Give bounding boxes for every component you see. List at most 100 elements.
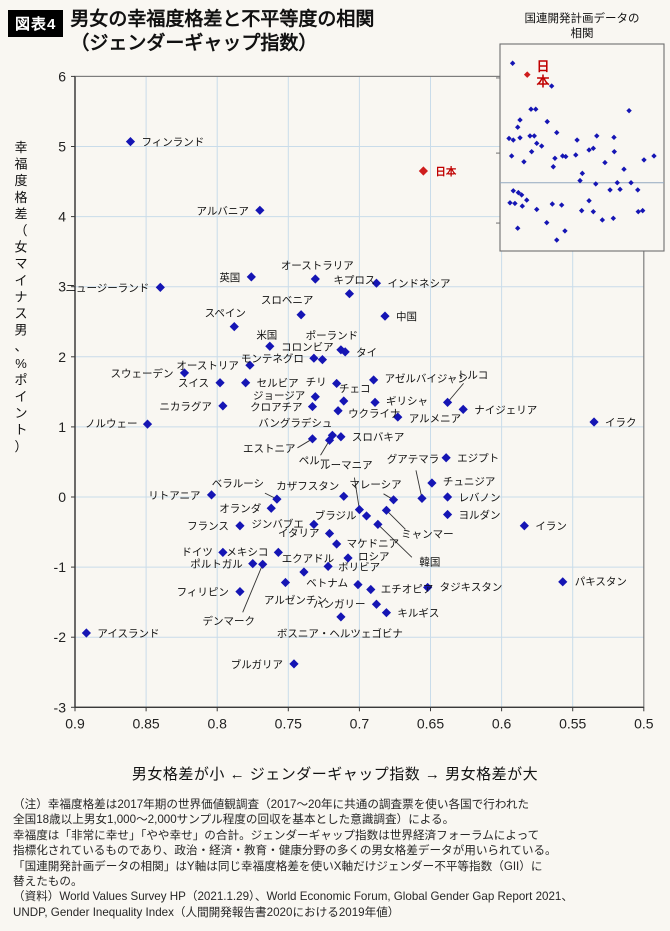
inset-data-point <box>602 159 608 166</box>
label-leader-line <box>377 524 413 558</box>
point-label: 英国 <box>219 271 240 284</box>
inset-data-point <box>528 106 534 112</box>
data-point <box>218 547 228 557</box>
x-axis-caption: 男女格差が小 ← ジェンダーギャップ指数 → 男女格差が大 <box>131 766 539 783</box>
inset-data-point <box>534 140 540 147</box>
point-label: 韓国 <box>419 556 440 568</box>
data-point <box>235 521 245 531</box>
data-point <box>307 401 318 412</box>
inset-data-point <box>590 208 597 215</box>
data-point <box>155 282 165 293</box>
plot-frame: 0.9 0.85 0.8 0.75 0.7 0.65 0.6 0.55 0.5 6 5 4 3 2 1 0 -1… <box>54 68 654 731</box>
y-tick-label: -3 <box>54 699 67 715</box>
point-label: セルビア <box>257 378 299 390</box>
japan-data-point <box>418 166 428 176</box>
inset-data-point <box>593 181 599 187</box>
inset-data-point <box>554 129 560 136</box>
data-point <box>353 580 363 590</box>
data-point <box>296 310 306 320</box>
y-axis-title-char: 格 <box>14 190 27 205</box>
point-label: フィリピン <box>177 587 229 599</box>
inset-data-point <box>586 197 592 204</box>
y-tick-label: 1 <box>58 419 66 435</box>
data-point <box>309 353 319 363</box>
inset-data-point <box>574 137 580 143</box>
figure-badge: 図表4 <box>8 10 64 37</box>
x-tick-label: 0.65 <box>417 715 444 731</box>
data-point <box>289 659 299 669</box>
inset-data-point <box>635 208 641 215</box>
inset-data-point <box>534 206 540 213</box>
data-point <box>272 494 282 504</box>
point-label: ヨルダン <box>459 509 501 522</box>
data-point <box>206 490 217 500</box>
data-point <box>442 397 453 407</box>
data-point <box>343 553 353 563</box>
point-label: ウクライナ <box>348 408 400 420</box>
point-label: ペルー <box>299 455 331 467</box>
x-tick-label: 0.7 <box>350 715 370 731</box>
data-point <box>307 434 318 444</box>
data-point <box>255 205 265 215</box>
inset-data-point <box>563 153 569 160</box>
data-point <box>299 567 309 577</box>
point-label: ルーマニア <box>320 460 373 472</box>
data-point <box>324 435 335 445</box>
data-point <box>245 360 255 370</box>
data-point <box>589 417 599 427</box>
inset-border <box>499 43 665 252</box>
data-point <box>373 519 383 529</box>
figure-header: 図表4 男女の幸福度格差と不平等度の相関 （ジェンダーギャップ指数） <box>8 8 374 56</box>
y-axis-title-char: イ <box>14 273 27 288</box>
point-label: ナイジェリア <box>474 404 537 416</box>
x-tick-label: 0.6 <box>492 715 512 731</box>
point-label: ノルウェー <box>85 418 138 430</box>
point-label: ニカラグア <box>159 400 212 413</box>
inset-data-point <box>578 207 585 214</box>
data-point <box>441 453 451 463</box>
figure-title-line1: 男女の幸福度格差と不平等度の相関 <box>70 9 375 30</box>
inset-data-point <box>533 106 539 112</box>
y-tick-label: 3 <box>58 279 66 295</box>
point-label: キプロス <box>333 275 375 287</box>
data-point <box>266 503 276 513</box>
data-point <box>361 511 372 521</box>
data-point <box>333 406 343 416</box>
inset-data-point <box>517 135 523 141</box>
inset-data-point <box>552 155 558 161</box>
inset-data-point <box>621 166 627 172</box>
point-label: タジキスタン <box>440 581 503 593</box>
point-label: スロバキア <box>352 432 405 444</box>
point-label: 米国 <box>256 328 277 341</box>
point-label: アゼルバイジャン <box>385 373 468 385</box>
y-axis-title-char: 幸 <box>14 140 27 155</box>
inset-data-point <box>651 153 657 159</box>
inset-data-point <box>531 133 537 139</box>
inset-data-point <box>548 83 555 89</box>
data-point <box>125 136 136 147</box>
point-label: ポーランド <box>306 330 359 342</box>
data-point <box>317 355 328 365</box>
inset-data-point <box>509 60 516 66</box>
inset-data-point <box>510 188 516 194</box>
point-label: ボスニア・ヘルツェゴビナ <box>277 627 403 640</box>
point-label: メキシコ <box>226 546 268 558</box>
point-label: ジョージア <box>253 390 305 402</box>
inset-data-point <box>607 187 613 193</box>
y-tick-label: 6 <box>58 68 66 84</box>
point-label: ポルトガル <box>190 559 243 571</box>
y-axis-title-char: ト <box>14 422 27 437</box>
inset-data-point <box>524 197 530 203</box>
data-point <box>339 491 349 501</box>
point-label: ブルガリア <box>231 658 283 671</box>
inset-data-point <box>559 153 566 159</box>
y-axis-title-char: ス <box>14 306 27 321</box>
y-axis-title-char: ポ <box>14 372 27 387</box>
data-point <box>370 397 380 407</box>
data-point <box>388 495 399 505</box>
data-point <box>381 505 392 515</box>
point-label: カザフスタン <box>276 480 339 492</box>
inset-data-point <box>586 147 592 153</box>
x-tick-label: 0.9 <box>65 715 85 731</box>
point-label: パキスタン <box>575 576 627 588</box>
